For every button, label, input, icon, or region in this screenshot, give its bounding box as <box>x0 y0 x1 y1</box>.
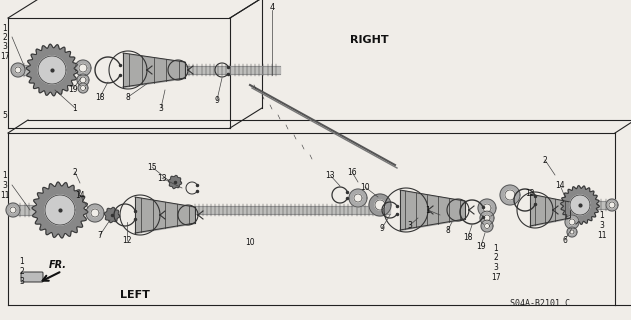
Text: 11: 11 <box>598 230 607 239</box>
Polygon shape <box>569 219 575 225</box>
Polygon shape <box>80 77 86 83</box>
Polygon shape <box>81 85 85 91</box>
Polygon shape <box>168 175 182 188</box>
Text: FR.: FR. <box>49 260 67 270</box>
Text: 6: 6 <box>563 236 567 244</box>
Text: 18: 18 <box>95 92 105 101</box>
Polygon shape <box>560 186 599 224</box>
Polygon shape <box>86 204 104 222</box>
Text: 11: 11 <box>0 190 9 199</box>
Text: 8: 8 <box>445 226 451 235</box>
Polygon shape <box>375 200 385 210</box>
Text: 12: 12 <box>122 236 132 244</box>
Text: 3: 3 <box>20 277 25 286</box>
Polygon shape <box>354 194 362 202</box>
Text: 17: 17 <box>0 52 10 60</box>
Polygon shape <box>32 182 88 238</box>
Text: 1: 1 <box>3 171 8 180</box>
Text: 4: 4 <box>269 3 274 12</box>
Polygon shape <box>105 207 120 223</box>
Polygon shape <box>91 209 99 217</box>
Polygon shape <box>570 195 590 215</box>
Polygon shape <box>505 190 515 200</box>
Polygon shape <box>10 207 16 213</box>
Text: 3: 3 <box>493 263 498 273</box>
FancyBboxPatch shape <box>21 272 43 282</box>
Polygon shape <box>45 195 75 225</box>
Polygon shape <box>481 220 493 232</box>
Text: 1: 1 <box>73 103 78 113</box>
Text: S04A-B2101 C: S04A-B2101 C <box>510 299 570 308</box>
Text: 10: 10 <box>245 237 255 246</box>
Text: 18: 18 <box>463 233 473 242</box>
Text: 3: 3 <box>599 220 604 229</box>
Text: 15: 15 <box>147 163 157 172</box>
Polygon shape <box>609 202 615 208</box>
Text: 10: 10 <box>360 182 370 191</box>
Polygon shape <box>77 74 89 86</box>
Text: 14: 14 <box>555 180 565 189</box>
Text: 1: 1 <box>20 258 25 267</box>
Text: 1: 1 <box>3 23 8 33</box>
Polygon shape <box>11 63 25 77</box>
Polygon shape <box>485 223 490 228</box>
Polygon shape <box>565 215 579 229</box>
Polygon shape <box>570 230 574 234</box>
Polygon shape <box>79 64 87 72</box>
Polygon shape <box>15 67 21 73</box>
Text: 7: 7 <box>98 230 102 239</box>
Text: 1: 1 <box>493 244 498 252</box>
Polygon shape <box>369 194 391 216</box>
Text: 2: 2 <box>20 268 25 276</box>
Polygon shape <box>478 199 496 217</box>
Text: 8: 8 <box>126 92 131 101</box>
Text: 3: 3 <box>3 180 8 189</box>
Polygon shape <box>38 56 66 84</box>
Text: 2: 2 <box>543 156 547 164</box>
Polygon shape <box>75 60 91 76</box>
Text: 1: 1 <box>599 211 604 220</box>
Polygon shape <box>567 227 577 237</box>
Text: LEFT: LEFT <box>120 290 150 300</box>
Polygon shape <box>484 215 490 221</box>
Text: 2: 2 <box>3 33 8 42</box>
Polygon shape <box>483 204 491 212</box>
Text: 2: 2 <box>493 253 498 262</box>
Polygon shape <box>606 199 618 211</box>
Text: 9: 9 <box>215 95 220 105</box>
Text: 13: 13 <box>325 171 335 180</box>
Text: RIGHT: RIGHT <box>350 35 389 45</box>
Text: 1: 1 <box>426 205 430 214</box>
Polygon shape <box>480 211 494 225</box>
Text: 19: 19 <box>476 242 486 251</box>
Text: 3: 3 <box>408 220 413 229</box>
Text: 17: 17 <box>491 274 501 283</box>
Text: 5: 5 <box>3 110 8 119</box>
Text: 2: 2 <box>73 167 78 177</box>
Text: 13: 13 <box>157 173 167 182</box>
Text: 14: 14 <box>75 190 85 199</box>
Text: 16: 16 <box>347 167 357 177</box>
Polygon shape <box>78 83 88 93</box>
Polygon shape <box>27 44 78 96</box>
Text: 12: 12 <box>525 188 534 197</box>
Polygon shape <box>6 203 20 217</box>
Polygon shape <box>349 189 367 207</box>
Text: 3: 3 <box>158 103 163 113</box>
Text: 19: 19 <box>68 84 78 93</box>
Text: 9: 9 <box>380 223 384 233</box>
Text: 3: 3 <box>3 42 8 51</box>
Polygon shape <box>500 185 520 205</box>
